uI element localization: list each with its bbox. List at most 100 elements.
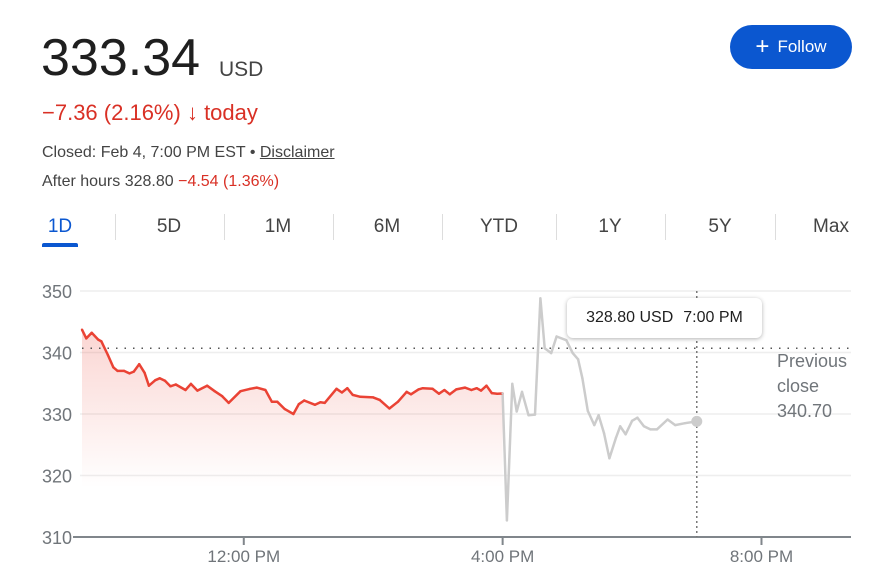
previous-close-value: 340.70 [777, 401, 833, 421]
y-tick-label: 350 [42, 282, 72, 302]
x-tick-label: 12:00 PM [207, 547, 280, 566]
currency-label: USD [219, 58, 264, 81]
regular-point [359, 395, 362, 398]
after-hours-point [515, 410, 518, 413]
regular-point [255, 386, 258, 389]
regular-point [270, 400, 274, 403]
regular-point [409, 393, 413, 396]
after-hours-change: −4.54 (1.36%) [178, 173, 280, 190]
after-hours-point [511, 382, 514, 386]
previous-close-line2: close [777, 376, 820, 396]
regular-point [174, 383, 178, 386]
y-tick-label: 340 [42, 344, 72, 364]
after-hours-point [501, 392, 504, 395]
current-price: 333.34 [41, 29, 201, 87]
after-hours-point [586, 409, 590, 413]
arrow-down-icon: ↓ [186, 100, 198, 125]
tab-1y[interactable]: 1Y [598, 216, 622, 237]
tab-max[interactable]: Max [813, 216, 849, 237]
divider [115, 214, 116, 240]
tab-5y[interactable]: 5Y [708, 216, 732, 237]
regular-point [455, 388, 458, 391]
after-hours-label: After hours 328.80 [42, 173, 174, 190]
tab-1m[interactable]: 1M [264, 216, 292, 237]
regular-point [85, 337, 88, 340]
after-hours-point [649, 428, 652, 431]
disclaimer-link[interactable]: Disclaimer [259, 144, 335, 161]
after-hours-point [597, 414, 600, 417]
active-tab-indicator [42, 243, 78, 247]
regular-point [147, 384, 151, 387]
closed-text: Closed: Feb 4, 7:00 PM EST [42, 144, 246, 161]
regular-point [276, 400, 279, 403]
tab-5d[interactable]: 5D [156, 216, 182, 237]
regular-point [196, 389, 199, 392]
tooltip-time: 7:00 PM [683, 309, 743, 326]
regular-point [378, 398, 381, 402]
tab-ytd[interactable]: YTD [480, 216, 518, 237]
after-hours-point [549, 351, 553, 355]
regular-point [132, 370, 135, 373]
market-status: Closed: Feb 4, 7:00 PM EST • Disclaimer [42, 144, 335, 162]
previous-close-line1: Previous [777, 351, 848, 371]
regular-point [90, 331, 93, 335]
regular-point [249, 387, 252, 390]
regular-point [475, 386, 478, 390]
bullet: • [249, 144, 256, 161]
regular-point [205, 384, 209, 387]
regular-point [239, 390, 242, 393]
x-tick-label: 4:00 PM [471, 547, 534, 566]
range-tabs: 1D 5D 1M 6M YTD 1Y 5Y Max [0, 210, 873, 250]
regular-point [388, 407, 391, 410]
regular-point [485, 384, 488, 387]
change-suffix: today [204, 100, 258, 125]
regular-point [313, 403, 317, 406]
regular-point [319, 401, 322, 404]
regular-point [184, 388, 187, 392]
after-hours-point [565, 339, 568, 342]
regular-point [443, 388, 446, 392]
regular-session-area [82, 329, 503, 488]
regular-point [448, 393, 451, 396]
regular-point [227, 401, 230, 405]
regular-point [323, 401, 326, 405]
tab-6m[interactable]: 6M [373, 216, 401, 237]
tab-1d[interactable]: 1D [47, 216, 73, 237]
regular-point [189, 382, 193, 386]
previous-close-label: Previous close 340.70 [777, 349, 867, 424]
regular-point [346, 386, 349, 390]
regular-point [302, 399, 306, 402]
after-hours: After hours 328.80 −4.54 (1.36%) [42, 173, 279, 191]
divider [775, 214, 776, 240]
regular-point [116, 369, 119, 373]
regular-point [106, 353, 110, 357]
after-hours-point [673, 423, 677, 427]
regular-point [100, 340, 103, 343]
plus-icon: + [755, 33, 770, 60]
regular-point [96, 338, 100, 341]
tooltip: 328.80 USD 7:00 PM [567, 298, 762, 338]
change-value: −7.36 (2.16%) [42, 100, 181, 125]
regular-point [335, 387, 338, 390]
price-change: −7.36 (2.16%) ↓ today [42, 100, 258, 126]
divider [333, 214, 334, 240]
regular-point [163, 379, 167, 382]
regular-point [431, 387, 434, 390]
regular-point [128, 372, 131, 375]
divider [224, 214, 225, 240]
follow-button[interactable]: + Follow [730, 25, 852, 69]
regular-point [490, 391, 494, 395]
regular-point [143, 371, 146, 374]
regular-point [154, 378, 157, 382]
regular-point [479, 389, 483, 392]
after-hours-point [683, 422, 687, 425]
after-hours-point [655, 428, 659, 431]
after-hours-point [614, 436, 618, 440]
after-hours-point [576, 358, 580, 361]
after-hours-point [505, 519, 509, 522]
after-hours-point [543, 346, 546, 350]
after-hours-point [636, 416, 639, 419]
divider [556, 214, 557, 240]
regular-point [463, 386, 467, 389]
